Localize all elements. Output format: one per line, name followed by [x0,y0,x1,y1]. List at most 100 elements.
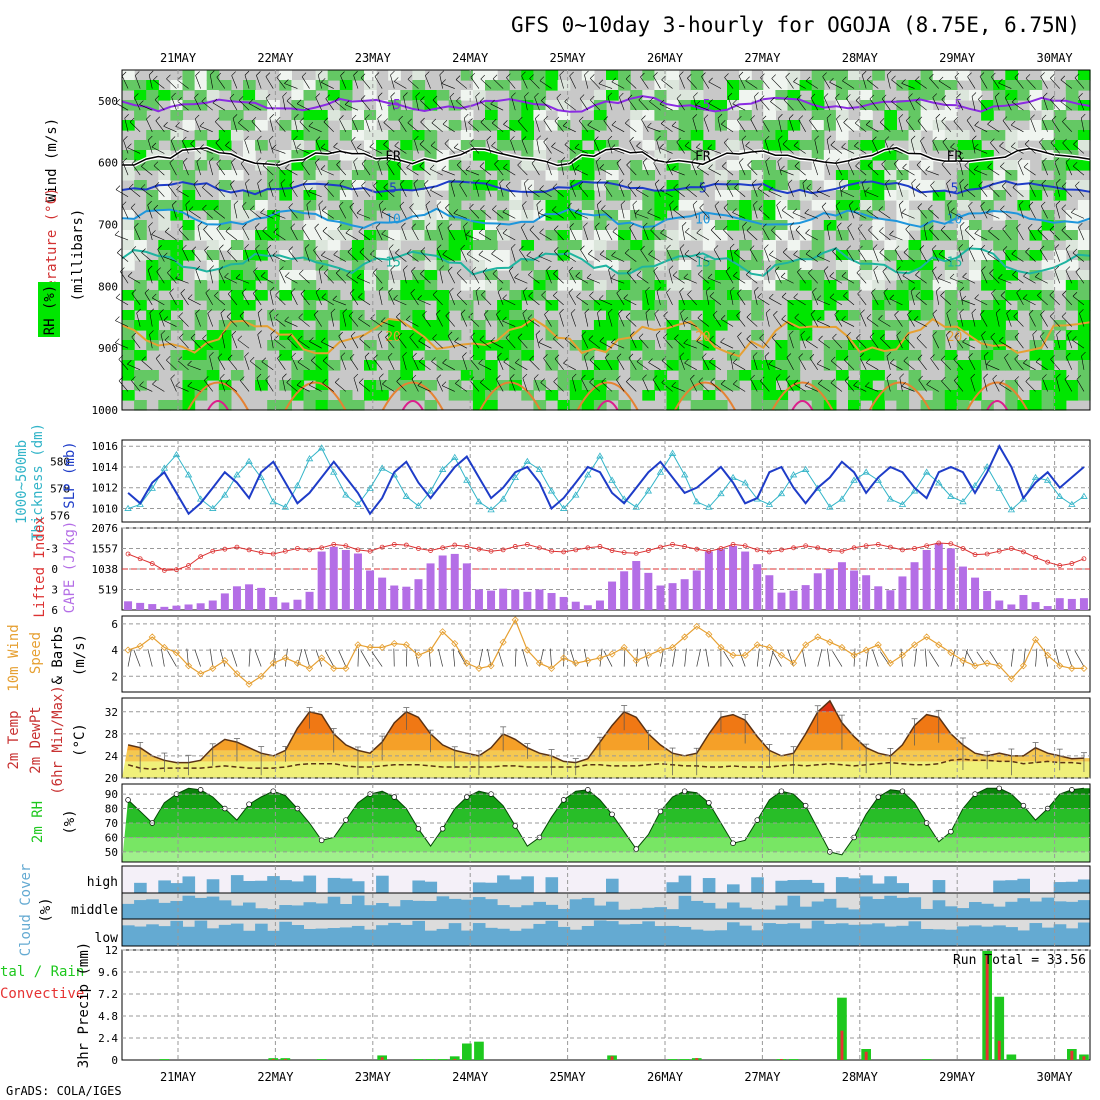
wind-barb [861,75,867,89]
wind-speed-point [681,633,689,641]
wind-barb [710,381,722,392]
rh-shade-cell [134,380,147,391]
wind-barb [916,337,927,349]
wind-barb [697,273,710,284]
wind-barb-flag [540,378,545,383]
wind-barb-flag [444,139,450,144]
wind-barb [325,98,334,111]
wind-barb [671,385,685,392]
wind-barb [478,254,492,262]
rh-shade-cell [618,320,631,331]
wind-barb-flag [699,203,704,209]
rh-shade-cell [860,280,873,291]
lifted-index-point [186,563,191,568]
rh-shade-cell [799,320,813,331]
wind-barb [599,299,613,306]
rh-shade-cell [291,110,305,121]
wind-speed-point [414,651,423,659]
rh-shade-cell [932,250,946,261]
rh-shade-cell [545,360,559,371]
wind-barb-flag [865,358,871,363]
wind-barb-flag [616,158,622,164]
lifted-index-point [1045,559,1051,565]
wind-barb [169,292,177,306]
wind-barb-flag [387,352,393,358]
wind-barb [420,100,431,111]
rh-shade-cell [787,350,801,361]
rh-shade-cell [424,350,438,361]
wind-barb-flag [178,225,184,231]
wind-barb-flag [793,250,798,255]
wind-barb-flag [954,72,960,78]
wind-barb [508,270,516,284]
wind-barb-flag [671,382,676,387]
rh-shade-cell [944,370,958,381]
wind-barb [520,227,528,241]
rh-shade-cell [364,270,377,281]
surface-wind-barb [623,648,626,667]
surface-wind-barb [684,648,687,667]
lifted-index-point [137,556,143,562]
wind-barb-flag [115,185,121,190]
rh-shade-cell [944,380,958,391]
wind-barb-flag [553,377,558,382]
wind-barb-flag [506,181,511,187]
wind-barb-flag [187,381,192,387]
cloud-bar [533,923,546,946]
rh-shade-cell [1029,250,1043,261]
isotherm-line [479,381,542,411]
rh-shade-cell [182,390,196,401]
wind-barb-flag [308,121,314,127]
cloud-bar [170,920,183,946]
rh-shade-cell [872,340,885,351]
lifted-index-point [512,544,518,549]
wind-barb [669,204,673,219]
rh-shade-cell [351,180,365,191]
wind-barb-flag [610,274,616,279]
wind-barb [1075,271,1085,284]
rh-shade-cell [606,70,619,81]
rh-shade-cell [993,160,1006,171]
cloud-bar [787,895,801,919]
rh-shade-cell [1029,270,1043,281]
rh-shade-cell [327,220,341,231]
rh-shade-cell [230,110,244,121]
wind-barb-flag [707,273,713,279]
rh-shade-cell [485,110,498,121]
cloud-bar [896,897,909,919]
wind-barb [455,383,468,392]
rh-shade-cell [678,360,692,371]
wind-barb [1054,161,1061,176]
temperature-tick-label: 28 [105,728,118,741]
wind-barb-flag [420,269,425,274]
wind-barb [878,318,891,327]
rh-shade-cell [763,230,776,241]
rh-shade-cell [981,150,994,161]
wind-barb [978,99,988,111]
lifted-index-point [936,540,942,546]
rh-shade-cell [932,280,946,291]
wind-barb [983,377,988,392]
rh-shade-cell [581,300,595,311]
wind-barb [541,294,552,306]
wind-barb-flag [574,143,580,149]
wind-barb [279,270,286,284]
rh-shade-cell [194,380,208,391]
wind-barb [653,162,661,176]
rh-shade-cell [581,200,595,211]
wind-barb [1079,313,1085,327]
wind-barb-flag [503,357,508,363]
rh-shade-cell [376,140,389,151]
rh-shade-cell [896,170,910,181]
wind-barb-flag [515,358,520,364]
thickness-point [559,504,568,511]
wind-barb-flag [277,354,282,359]
surface-wind-barb [583,648,589,667]
rh-shade-cell [1065,100,1079,111]
rh-shade-cell [351,70,365,81]
wind-barb [479,101,492,111]
thickness-point [632,503,640,510]
wind-barb-flag [1054,244,1060,249]
rh-shade-cell [1077,300,1091,311]
cape-bar [196,603,205,610]
